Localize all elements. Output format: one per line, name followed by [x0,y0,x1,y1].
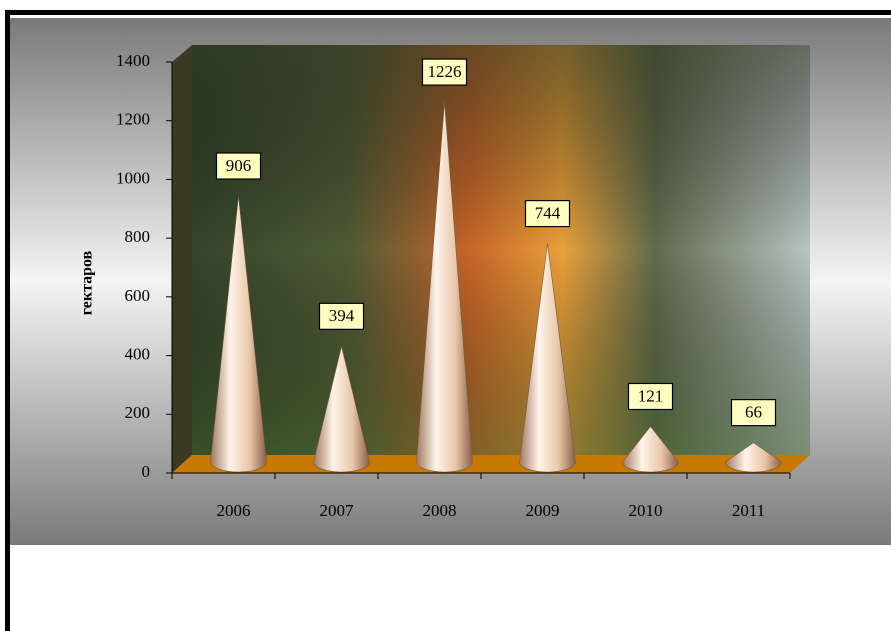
value-label: 1226 [428,62,462,81]
y-tick-label: 400 [125,344,151,363]
value-label-box [421,58,468,86]
cone [210,195,267,473]
value-label-box [524,199,571,228]
y-tick-label: 200 [125,403,151,422]
value-label-box [627,382,674,411]
y-axis-label: гектаров [79,250,96,315]
value-label: 66 [745,403,762,422]
value-label: 121 [638,386,664,405]
side-wall [172,45,192,473]
cone [416,102,473,473]
value-label: 744 [535,203,561,222]
floor [172,455,810,473]
x-tick-label: 2007 [320,501,355,520]
x-tick-label: 2011 [732,501,765,520]
cone [519,243,576,473]
y-tick-label: 600 [125,286,151,305]
x-tick-label: 2009 [526,501,560,520]
cone [622,425,679,473]
y-tick-label: 0 [142,462,151,481]
value-label: 394 [329,306,355,325]
x-tick-label: 2008 [423,501,457,520]
y-tick-label: 1200 [116,110,150,129]
y-tick-label: 1000 [116,168,150,187]
value-label: 906 [226,156,252,175]
value-label-box [318,302,365,330]
border-left [5,10,10,631]
border-top [8,10,891,15]
x-tick-label: 2010 [629,501,663,520]
value-label-box [215,152,262,180]
y-tick-label: 1400 [116,51,150,70]
value-label-box [730,399,777,427]
cone [725,442,782,473]
back-wall-shade [192,45,810,455]
x-tick-label: 2006 [217,501,251,520]
y-tick-label: 800 [125,227,151,246]
cone [313,346,370,473]
